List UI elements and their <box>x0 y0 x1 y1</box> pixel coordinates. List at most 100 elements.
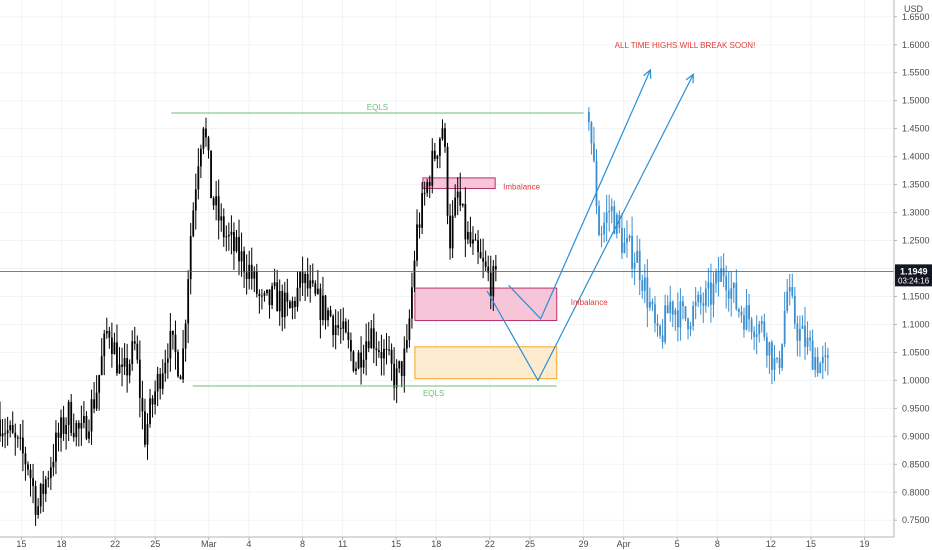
candle <box>105 330 108 334</box>
candle <box>342 321 345 329</box>
candle <box>238 236 240 262</box>
candle <box>377 350 380 353</box>
projected-candle <box>664 305 667 342</box>
time-axis-bg <box>0 537 894 550</box>
candle <box>314 283 317 294</box>
candle <box>375 348 378 351</box>
projected-candle <box>707 282 710 289</box>
projected-candle <box>638 250 641 281</box>
annotation-lines <box>0 68 894 387</box>
candle <box>337 325 340 328</box>
candle <box>253 271 256 279</box>
candle <box>217 196 220 221</box>
candle <box>187 279 190 324</box>
projected-candle <box>628 235 631 239</box>
candle <box>441 128 444 139</box>
time-tick-label: 18 <box>431 539 441 549</box>
candle <box>199 148 202 167</box>
candle <box>138 359 141 398</box>
candle <box>357 352 360 369</box>
candle <box>291 301 294 308</box>
candle <box>126 358 129 376</box>
candle <box>172 330 174 335</box>
projected-candle <box>743 315 745 330</box>
candle <box>116 342 118 374</box>
candle <box>16 437 19 439</box>
price-tick-label: 0.9500 <box>902 403 930 413</box>
candle <box>365 341 368 360</box>
candle <box>296 287 299 307</box>
candle <box>60 417 62 438</box>
candle <box>6 430 9 434</box>
candle <box>225 236 228 238</box>
candle <box>362 359 365 368</box>
candle <box>141 397 144 412</box>
candles-historical <box>0 117 497 526</box>
eqls-bottom-label: EQLS <box>423 389 444 398</box>
candle <box>47 477 50 480</box>
projected-candle <box>593 143 595 161</box>
candle <box>100 356 103 375</box>
candle <box>34 486 37 515</box>
candle <box>156 373 159 392</box>
projected-candle <box>821 356 824 364</box>
candle <box>75 422 78 438</box>
candle <box>108 330 111 338</box>
candle <box>494 266 497 270</box>
projected-candle <box>646 277 649 308</box>
candle <box>484 261 487 267</box>
current-price-tag <box>895 264 932 287</box>
candle <box>184 323 187 349</box>
projected-candle <box>699 294 702 304</box>
candle <box>80 422 83 429</box>
candle <box>161 373 164 389</box>
candle <box>230 231 233 235</box>
candle <box>220 216 223 221</box>
candle <box>227 234 230 237</box>
candle <box>90 399 93 432</box>
projected-candle <box>676 310 679 328</box>
candle <box>286 292 289 302</box>
candle <box>433 150 436 159</box>
projected-candle <box>626 238 628 243</box>
candle <box>207 137 210 151</box>
projected-candle <box>814 357 817 370</box>
candle <box>479 252 482 258</box>
candle <box>113 342 116 355</box>
candles-projected <box>587 107 829 385</box>
price-tick-label: 1.3000 <box>902 208 930 218</box>
candle <box>192 210 195 237</box>
projected-candle <box>786 291 789 311</box>
candle <box>372 328 375 349</box>
candle <box>205 128 207 138</box>
projected-candle <box>755 334 758 337</box>
candle <box>446 146 449 216</box>
time-axis[interactable]: 15 18 22 25 Mar 4 8 11 15 18 22 25 29 Apr 5 8 12 15 19 <box>0 536 894 550</box>
projected-candle <box>666 305 669 314</box>
candle <box>370 328 373 349</box>
projected-candle <box>648 301 651 308</box>
candle <box>235 236 238 252</box>
candle <box>215 196 218 206</box>
candle <box>393 363 396 388</box>
projected-candle <box>811 340 814 370</box>
price-tick-label: 1.2500 <box>902 236 930 246</box>
projected-candle <box>791 287 794 296</box>
candle <box>146 424 149 445</box>
imbalance-zone-upper <box>422 177 496 190</box>
imbalance-lower-label: Imbalance <box>571 298 608 307</box>
projected-candle <box>804 325 806 347</box>
candle <box>110 337 113 355</box>
time-tick-label: 8 <box>300 539 305 549</box>
currency-label: USD <box>904 4 924 14</box>
price-axis[interactable]: 0.7500 0.8000 0.8500 0.9000 0.9500 1.0000 1.05… <box>893 0 932 550</box>
candle <box>37 506 40 515</box>
candle <box>95 392 98 409</box>
candle <box>93 399 95 409</box>
candle <box>311 280 314 284</box>
projected-candle <box>715 272 717 284</box>
projected-candle <box>654 304 656 324</box>
time-tick-label: 25 <box>150 539 160 549</box>
projected-candle <box>793 295 796 324</box>
